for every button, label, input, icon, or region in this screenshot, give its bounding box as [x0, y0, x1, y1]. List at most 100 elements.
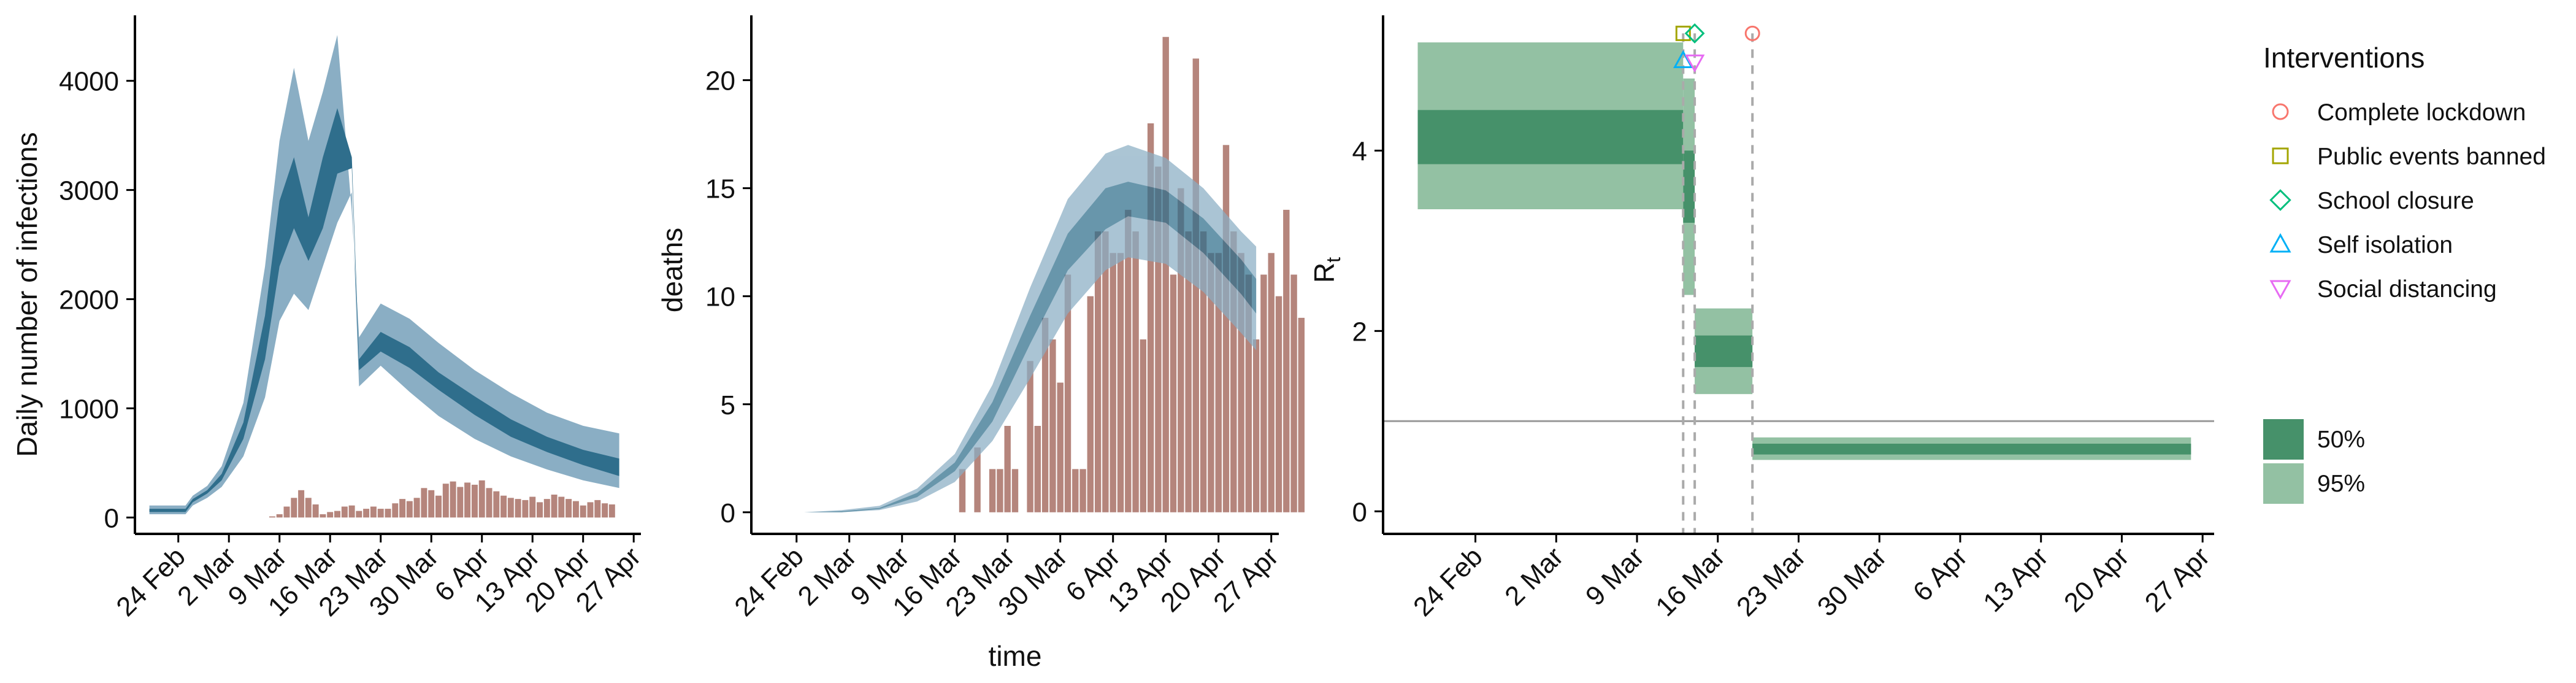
deaths-y-tick-label: 10 — [705, 282, 735, 312]
rt-y-label-sub: t — [1322, 257, 1344, 263]
infections-bar — [320, 514, 326, 518]
deaths-bar — [1230, 231, 1237, 512]
deaths-bar — [1222, 145, 1230, 512]
infections-y-label: Daily number of infections — [11, 132, 43, 457]
infections-bar — [305, 498, 312, 518]
infections-bar — [551, 495, 558, 518]
infections-bar — [580, 505, 586, 518]
legend-symbol-school-closure — [2269, 189, 2291, 211]
infections-bar — [298, 490, 305, 518]
deaths-bands — [766, 145, 1257, 512]
infections-bar — [500, 495, 507, 518]
infections-y-tick-label: 0 — [104, 503, 119, 533]
deaths-y-tick-label: 15 — [705, 174, 735, 204]
intervention-marker-social-distancing — [1684, 54, 1705, 73]
deaths-bar — [1110, 253, 1116, 512]
deaths-bar — [1178, 188, 1184, 512]
deaths-x-tick-label: 2 Mar — [792, 541, 862, 611]
deaths-bar — [1170, 274, 1177, 512]
legend-label-social-distancing: Social distancing — [2317, 276, 2497, 303]
deaths-bar — [1094, 231, 1102, 512]
legend-label-public-events-banned: Public events banned — [2317, 144, 2546, 170]
infections-bar — [464, 482, 471, 518]
deaths-bar — [1208, 253, 1214, 512]
rt-x-tick-label: 23 Mar — [1731, 541, 1811, 622]
infections-bar — [486, 488, 493, 518]
legend-items: Complete lockdown Public events banned Sch… — [2269, 99, 2546, 303]
infections-bar — [327, 512, 334, 518]
deaths-y-tick-label: 5 — [721, 390, 735, 420]
deaths-bar — [1102, 231, 1109, 512]
ci-legend-label: 50% — [2317, 426, 2365, 453]
infections-bar — [291, 498, 297, 518]
rt-intervention-marks — [1673, 23, 1760, 534]
deaths-bar — [1140, 339, 1146, 512]
rt-y-label: Rt — [1308, 257, 1344, 283]
infections-bar — [341, 506, 348, 518]
deaths-bar — [1049, 339, 1056, 512]
infections-bar — [269, 516, 275, 518]
infections-bar — [283, 506, 290, 518]
ci-legend-label: 95% — [2317, 471, 2365, 497]
infections-bar — [406, 501, 413, 518]
rt-x-tick-label: 20 Apr — [2058, 541, 2135, 618]
ci-legend-swatch-50pct — [2263, 419, 2304, 460]
rt-50-band — [1417, 110, 1684, 164]
infections-y-tick-label: 2000 — [59, 285, 119, 315]
infections-y-tick-label: 1000 — [59, 394, 119, 424]
deaths-y-label: deaths — [656, 228, 688, 312]
rt-y-tick-label: 4 — [1352, 136, 1367, 166]
infections-bar — [370, 506, 377, 518]
infections-bar — [608, 504, 615, 518]
infections-y-tick-label: 3000 — [59, 176, 119, 206]
infections-bar — [385, 509, 391, 518]
infections-bar — [428, 490, 435, 518]
deaths-bar — [1057, 382, 1064, 512]
legend-label-self-isolation: Self isolation — [2317, 232, 2453, 258]
intervention-marker-complete-lockdown — [1744, 25, 1760, 41]
rt-50-band — [1695, 335, 1753, 368]
deaths-bar — [1260, 274, 1267, 512]
rt-50-band — [1752, 444, 2191, 455]
infections-bar — [478, 480, 485, 518]
infections-bar — [442, 484, 449, 518]
legend-symbol-social-distancing — [2269, 280, 2291, 300]
infections-bar — [392, 503, 399, 518]
legend-symbol-self-isolation — [2269, 233, 2291, 253]
deaths-bar — [1155, 166, 1162, 512]
legend-label-complete-lockdown: Complete lockdown — [2317, 99, 2526, 126]
infections-bar — [522, 500, 529, 518]
legend: Interventions Complete lockdown Public ev… — [2263, 42, 2546, 504]
intervention-marker-school-closure — [1684, 23, 1705, 44]
rt-x-tick-label: 13 Apr — [1977, 541, 2054, 618]
rt-x-tick-label: 2 Mar — [1499, 541, 1569, 611]
deaths-bar — [1200, 231, 1207, 512]
infections-bar — [471, 484, 478, 518]
deaths-bar — [1283, 209, 1290, 512]
legend-title: Interventions — [2263, 42, 2425, 74]
infections-bar — [435, 495, 442, 518]
rt-x-tick-label: 6 Apr — [1907, 541, 1973, 607]
deaths-bar — [1041, 317, 1049, 512]
deaths-y-tick-label: 0 — [721, 498, 735, 528]
infections-bar — [312, 504, 319, 518]
deaths-bar — [1027, 361, 1033, 512]
infections-bar — [558, 496, 565, 518]
deaths-y-tick-label: 20 — [705, 66, 735, 96]
infections-bar — [565, 499, 572, 518]
ci-legend: 50% 95% — [2263, 419, 2365, 504]
rt-x-tick-label: 30 Mar — [1812, 541, 1892, 622]
deaths-bar — [1268, 253, 1275, 512]
deaths-bar — [1162, 37, 1169, 512]
infections-bar — [363, 509, 370, 518]
legend-symbol-complete-lockdown — [2272, 103, 2289, 120]
deaths-bar — [1011, 469, 1019, 512]
infections-x-tick-label: 2 Mar — [172, 541, 242, 611]
deaths-bar — [1064, 274, 1071, 512]
deaths-bar — [1215, 253, 1222, 512]
deaths-bar — [1275, 296, 1282, 512]
deaths-95-band — [766, 145, 1257, 512]
